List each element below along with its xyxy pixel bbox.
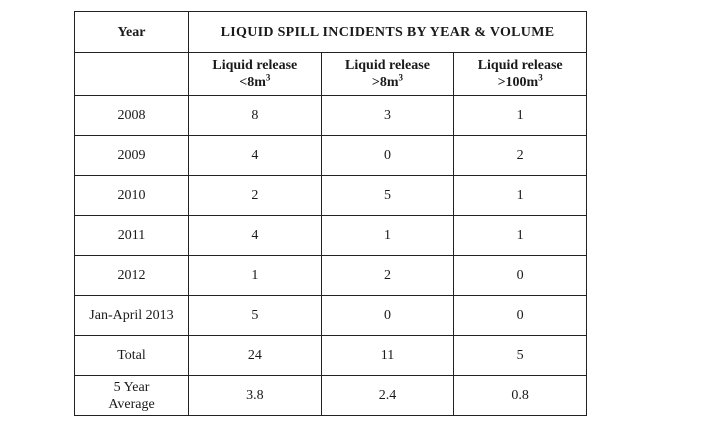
table-row: 2008 8 3 1 [74,95,587,136]
value-cell-gt8: 3 [320,95,455,136]
year-cell: 2011 [74,215,189,256]
average-row: 5 Year Average 3.8 2.4 0.8 [74,375,587,416]
value-cell-gt100: 1 [453,95,587,136]
column-header-gt8-sup: 3 [398,72,404,83]
value-cell-gt100: 0 [453,255,587,296]
average-label: 5 Year Average [74,375,189,416]
value-cell-gt100: 2 [453,135,587,176]
value-cell-lt8: 2 [188,175,322,216]
column-header-lt8-line2: <8m [239,75,266,90]
column-header-row: Liquid release <8m3 Liquid release >8m3 … [74,52,587,96]
year-cell: Jan-April 2013 [74,295,189,336]
column-header-gt8-line2: >8m [371,75,399,90]
value-cell-gt100: 0 [453,295,587,336]
table-row: 2011 4 1 1 [74,215,587,256]
column-header-gt100-sup: 3 [538,72,543,83]
total-row: Total 24 11 5 [74,335,587,376]
value-cell-gt100: 1 [453,175,587,216]
value-cell-lt8: 4 [188,215,322,256]
total-gt100: 5 [453,335,587,376]
year-header-blank [74,52,189,96]
table-row: Jan-April 2013 5 0 0 [74,295,587,336]
liquid-spill-table: Year LIQUID SPILL INCIDENTS BY YEAR & VO… [74,11,587,416]
average-label-line2: Average [108,396,155,412]
column-header-lt8-line1: Liquid release [212,58,298,73]
column-header-gt100: Liquid release >100m3 [453,52,587,96]
column-header-gt8-line1: Liquid release [345,58,430,73]
value-cell-lt8: 8 [188,95,322,136]
value-cell-gt8: 0 [320,135,455,176]
column-header-gt100-line2: >100m [497,75,539,90]
value-cell-lt8: 5 [188,295,322,336]
column-header-lt8-sup: 3 [265,72,271,83]
year-cell: 2008 [74,95,189,136]
table-title: LIQUID SPILL INCIDENTS BY YEAR & VOLUME [188,11,587,53]
total-gt8: 11 [320,335,455,376]
table-row: 2009 4 0 2 [74,135,587,176]
average-gt100: 0.8 [453,375,587,416]
column-header-lt8: Liquid release <8m3 [188,52,322,96]
value-cell-gt8: 5 [320,175,455,216]
total-label: Total [74,335,189,376]
average-gt8: 2.4 [320,375,455,416]
table-header-row: Year LIQUID SPILL INCIDENTS BY YEAR & VO… [74,11,587,53]
value-cell-gt8: 0 [320,295,455,336]
total-lt8: 24 [188,335,322,376]
value-cell-gt8: 2 [320,255,455,296]
value-cell-gt100: 1 [453,215,587,256]
average-label-line1: 5 Year [113,379,150,395]
value-cell-lt8: 1 [188,255,322,296]
value-cell-lt8: 4 [188,135,322,176]
value-cell-gt8: 1 [320,215,455,256]
year-cell: 2012 [74,255,189,296]
year-header: Year [74,11,189,53]
year-cell: 2010 [74,175,189,216]
year-cell: 2009 [74,135,189,176]
column-header-gt8: Liquid release >8m3 [320,52,455,96]
table-row: 2012 1 2 0 [74,255,587,296]
column-header-gt100-line1: Liquid release [477,58,563,73]
average-lt8: 3.8 [188,375,322,416]
table-row: 2010 2 5 1 [74,175,587,216]
